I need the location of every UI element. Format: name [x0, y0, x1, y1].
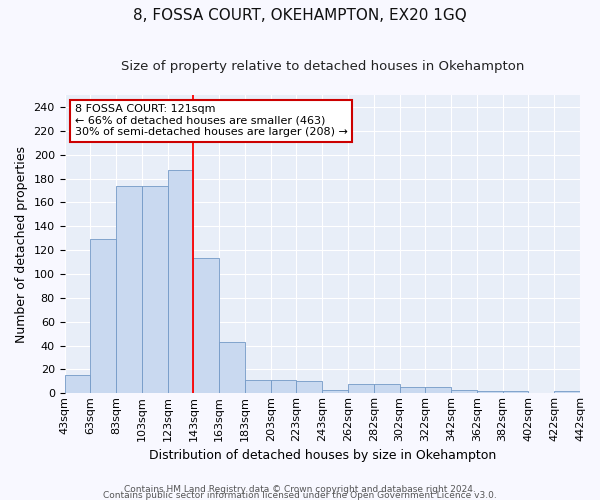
Bar — [65, 376, 91, 394]
Text: Contains HM Land Registry data © Crown copyright and database right 2024.: Contains HM Land Registry data © Crown c… — [124, 484, 476, 494]
Text: Contains public sector information licensed under the Open Government Licence v3: Contains public sector information licen… — [103, 490, 497, 500]
Bar — [554, 391, 580, 394]
Bar — [142, 186, 167, 394]
Bar — [451, 390, 477, 394]
Text: 8 FOSSA COURT: 121sqm
← 66% of detached houses are smaller (463)
30% of semi-det: 8 FOSSA COURT: 121sqm ← 66% of detached … — [75, 104, 348, 137]
Bar — [116, 186, 142, 394]
Bar — [374, 384, 400, 394]
Bar — [400, 388, 425, 394]
Bar — [477, 391, 503, 394]
Bar — [425, 388, 451, 394]
X-axis label: Distribution of detached houses by size in Okehampton: Distribution of detached houses by size … — [149, 450, 496, 462]
Bar — [271, 380, 296, 394]
Bar — [348, 384, 374, 394]
Text: 8, FOSSA COURT, OKEHAMPTON, EX20 1GQ: 8, FOSSA COURT, OKEHAMPTON, EX20 1GQ — [133, 8, 467, 22]
Bar — [219, 342, 245, 394]
Bar — [296, 382, 322, 394]
Bar — [91, 240, 116, 394]
Bar — [193, 258, 219, 394]
Title: Size of property relative to detached houses in Okehampton: Size of property relative to detached ho… — [121, 60, 524, 73]
Y-axis label: Number of detached properties: Number of detached properties — [15, 146, 28, 342]
Bar — [322, 390, 348, 394]
Bar — [503, 391, 529, 394]
Bar — [167, 170, 193, 394]
Bar — [245, 380, 271, 394]
